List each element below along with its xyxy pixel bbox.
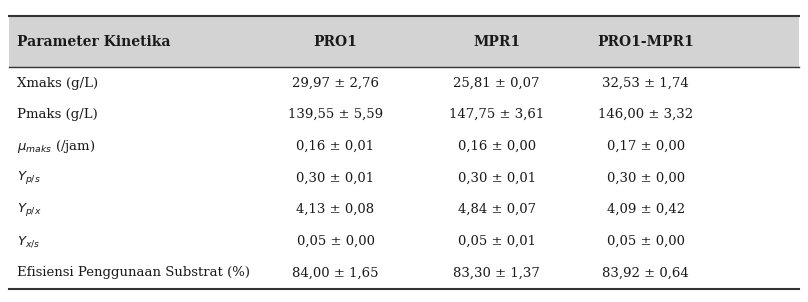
Text: Efisiensi Penggunaan Substrat (%): Efisiensi Penggunaan Substrat (%) (18, 266, 250, 279)
Text: 4,09 ± 0,42: 4,09 ± 0,42 (607, 203, 684, 216)
Text: 139,55 ± 5,59: 139,55 ± 5,59 (288, 108, 383, 121)
Text: 4,13 ± 0,08: 4,13 ± 0,08 (297, 203, 375, 216)
Text: 83,30 ± 1,37: 83,30 ± 1,37 (453, 266, 540, 279)
Text: Xmaks (g/L): Xmaks (g/L) (18, 76, 99, 89)
Text: 0,16 ± 0,01: 0,16 ± 0,01 (297, 140, 375, 153)
Text: 0,30 ± 0,00: 0,30 ± 0,00 (607, 172, 684, 185)
Text: Pmaks (g/L): Pmaks (g/L) (18, 108, 99, 121)
Text: $\mu_{maks}$ (/jam): $\mu_{maks}$ (/jam) (18, 138, 96, 155)
Text: 0,05 ± 0,00: 0,05 ± 0,00 (607, 235, 684, 248)
Text: MPR1: MPR1 (473, 35, 520, 49)
Text: 4,84 ± 0,07: 4,84 ± 0,07 (457, 203, 536, 216)
Text: 147,75 ± 3,61: 147,75 ± 3,61 (449, 108, 545, 121)
Text: $Y_{p/x}$: $Y_{p/x}$ (18, 201, 42, 218)
Text: 29,97 ± 2,76: 29,97 ± 2,76 (292, 76, 379, 89)
Text: 146,00 ± 3,32: 146,00 ± 3,32 (598, 108, 693, 121)
Text: 83,92 ± 0,64: 83,92 ± 0,64 (602, 266, 689, 279)
Text: 0,05 ± 0,00: 0,05 ± 0,00 (297, 235, 375, 248)
Text: 0,17 ± 0,00: 0,17 ± 0,00 (607, 140, 684, 153)
Text: 32,53 ± 1,74: 32,53 ± 1,74 (602, 76, 689, 89)
Text: 0,30 ± 0,01: 0,30 ± 0,01 (457, 172, 536, 185)
Bar (10, 16, 798, 67)
Text: 0,30 ± 0,01: 0,30 ± 0,01 (297, 172, 375, 185)
Text: 25,81 ± 0,07: 25,81 ± 0,07 (453, 76, 540, 89)
Text: PRO1: PRO1 (314, 35, 357, 49)
Text: Parameter Kinetika: Parameter Kinetika (18, 35, 171, 49)
Text: PRO1-MPR1: PRO1-MPR1 (597, 35, 694, 49)
Text: 0,16 ± 0,00: 0,16 ± 0,00 (457, 140, 536, 153)
Text: $Y_{p/s}$: $Y_{p/s}$ (18, 169, 41, 186)
Text: $Y_{x/s}$: $Y_{x/s}$ (18, 234, 41, 249)
Text: 0,05 ± 0,01: 0,05 ± 0,01 (457, 235, 536, 248)
Text: 84,00 ± 1,65: 84,00 ± 1,65 (292, 266, 379, 279)
